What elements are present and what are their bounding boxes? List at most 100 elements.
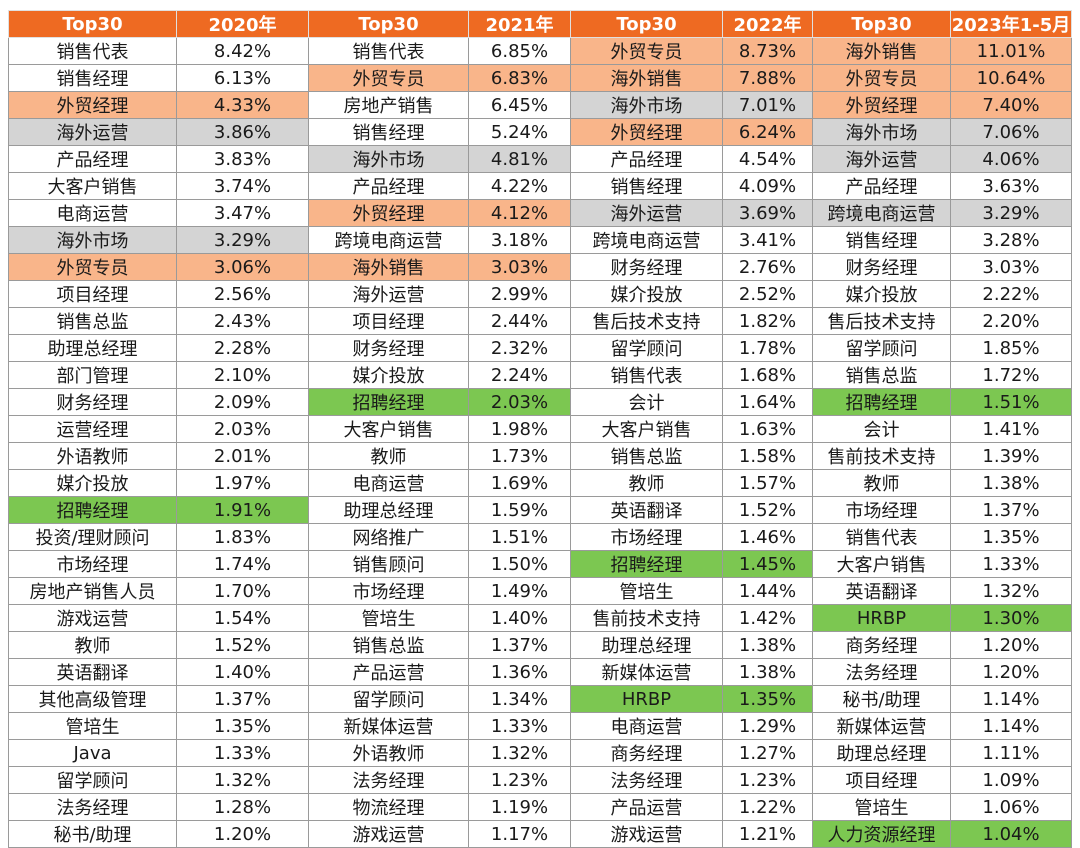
cell-position-2021: 海外市场	[308, 145, 469, 173]
cell-share-2020: 6.13%	[176, 64, 309, 92]
cell-share-2021: 1.19%	[468, 793, 571, 821]
cell-position-2021: 电商运营	[308, 469, 469, 497]
cell-share-2020: 1.35%	[176, 712, 309, 740]
cell-share-2020: 1.70%	[176, 577, 309, 605]
cell-share-2022: 1.21%	[722, 820, 813, 848]
cell-share-2021: 1.59%	[468, 496, 571, 524]
cell-position-2020: 招聘经理	[8, 496, 177, 524]
cell-position-2022: 招聘经理	[570, 550, 723, 578]
cell-position-2023: 海外运营	[812, 145, 951, 173]
cell-share-2022: 1.58%	[722, 442, 813, 470]
cell-share-2021: 2.99%	[468, 280, 571, 308]
cell-position-2020: 市场经理	[8, 550, 177, 578]
cell-position-2021: 游戏运营	[308, 820, 469, 848]
cell-position-2022: HRBP	[570, 685, 723, 713]
cell-share-2023: 3.28%	[950, 226, 1072, 254]
cell-position-2021: 海外运营	[308, 280, 469, 308]
cell-position-2020: 房地产销售人员	[8, 577, 177, 605]
cell-position-2021: 项目经理	[308, 307, 469, 335]
cell-position-2023: 项目经理	[812, 766, 951, 794]
cell-position-2020: 教师	[8, 631, 177, 659]
cell-share-2020: 8.42%	[176, 37, 309, 65]
cell-position-2023: 海外销售	[812, 37, 951, 65]
cell-position-2020: Java	[8, 739, 177, 767]
cell-position-2023: 法务经理	[812, 658, 951, 686]
cell-share-2023: 1.85%	[950, 334, 1072, 362]
cell-position-2020: 部门管理	[8, 361, 177, 389]
cell-position-2021: 市场经理	[308, 577, 469, 605]
cell-position-2022: 电商运营	[570, 712, 723, 740]
cell-share-2022: 1.45%	[722, 550, 813, 578]
cell-share-2022: 1.35%	[722, 685, 813, 713]
cell-share-2023: 1.33%	[950, 550, 1072, 578]
cell-share-2022: 8.73%	[722, 37, 813, 65]
table-row: 游戏运营 1.54% 管培生 1.40% 售前技术支持 1.42% HRBP 1.30%	[8, 604, 1072, 632]
cell-share-2022: 4.09%	[722, 172, 813, 200]
cell-position-2023: 助理总经理	[812, 739, 951, 767]
cell-position-2023: 市场经理	[812, 496, 951, 524]
cell-share-2021: 4.81%	[468, 145, 571, 173]
cell-position-2023: HRBP	[812, 604, 951, 632]
cell-share-2022: 1.22%	[722, 793, 813, 821]
cell-position-2021: 销售顾问	[308, 550, 469, 578]
cell-share-2022: 1.78%	[722, 334, 813, 362]
cell-position-2023: 商务经理	[812, 631, 951, 659]
cell-share-2021: 2.24%	[468, 361, 571, 389]
cell-share-2021: 1.73%	[468, 442, 571, 470]
cell-position-2022: 英语翻译	[570, 496, 723, 524]
cell-position-2022: 留学顾问	[570, 334, 723, 362]
cell-share-2021: 1.40%	[468, 604, 571, 632]
cell-share-2023: 1.20%	[950, 631, 1072, 659]
cell-position-2020: 媒介投放	[8, 469, 177, 497]
cell-position-2022: 外贸专员	[570, 37, 723, 65]
cell-share-2022: 1.57%	[722, 469, 813, 497]
header-top30-2021: Top30	[308, 10, 469, 38]
cell-share-2021: 1.23%	[468, 766, 571, 794]
cell-share-2023: 1.39%	[950, 442, 1072, 470]
cell-share-2022: 7.01%	[722, 91, 813, 119]
cell-position-2023: 管培生	[812, 793, 951, 821]
cell-share-2020: 1.37%	[176, 685, 309, 713]
cell-position-2021: 外语教师	[308, 739, 469, 767]
cell-position-2022: 跨境电商运营	[570, 226, 723, 254]
cell-share-2020: 1.20%	[176, 820, 309, 848]
table-row: 助理总经理 2.28% 财务经理 2.32% 留学顾问 1.78% 留学顾问 1.85%	[8, 334, 1072, 362]
cell-share-2020: 2.43%	[176, 307, 309, 335]
cell-share-2022: 1.64%	[722, 388, 813, 416]
table-row: 销售代表 8.42% 销售代表 6.85% 外贸专员 8.73% 海外销售 11.01%	[8, 37, 1072, 65]
cell-share-2023: 1.30%	[950, 604, 1072, 632]
cell-position-2023: 外贸经理	[812, 91, 951, 119]
cell-share-2022: 6.24%	[722, 118, 813, 146]
cell-share-2021: 1.32%	[468, 739, 571, 767]
cell-position-2020: 销售代表	[8, 37, 177, 65]
table-row: 英语翻译 1.40% 产品运营 1.36% 新媒体运营 1.38% 法务经理 1.20%	[8, 658, 1072, 686]
cell-share-2021: 1.50%	[468, 550, 571, 578]
cell-share-2023: 7.40%	[950, 91, 1072, 119]
header-row: Top30 2020年 Top30 2021年 Top30 2022年 Top3…	[8, 10, 1072, 38]
table-row: Java 1.33% 外语教师 1.32% 商务经理 1.27% 助理总经理 1.11%	[8, 739, 1072, 767]
cell-position-2022: 海外市场	[570, 91, 723, 119]
cell-share-2021: 6.45%	[468, 91, 571, 119]
cell-position-2021: 管培生	[308, 604, 469, 632]
cell-position-2022: 助理总经理	[570, 631, 723, 659]
cell-share-2020: 4.33%	[176, 91, 309, 119]
cell-share-2020: 3.74%	[176, 172, 309, 200]
cell-share-2023: 1.06%	[950, 793, 1072, 821]
table-row: 招聘经理 1.91% 助理总经理 1.59% 英语翻译 1.52% 市场经理 1.37%	[8, 496, 1072, 524]
cell-share-2023: 1.09%	[950, 766, 1072, 794]
cell-position-2022: 产品运营	[570, 793, 723, 821]
cell-share-2022: 1.38%	[722, 658, 813, 686]
cell-share-2020: 3.29%	[176, 226, 309, 254]
cell-share-2020: 1.52%	[176, 631, 309, 659]
cell-position-2020: 财务经理	[8, 388, 177, 416]
table-row: 海外市场 3.29% 跨境电商运营 3.18% 跨境电商运营 3.41% 销售经理 3.28%	[8, 226, 1072, 254]
cell-position-2023: 售前技术支持	[812, 442, 951, 470]
cell-share-2023: 1.04%	[950, 820, 1072, 848]
cell-position-2022: 海外销售	[570, 64, 723, 92]
cell-position-2020: 外语教师	[8, 442, 177, 470]
cell-share-2021: 2.32%	[468, 334, 571, 362]
table-row: 房地产销售人员 1.70% 市场经理 1.49% 管培生 1.44% 英语翻译 1.32%	[8, 577, 1072, 605]
cell-share-2023: 10.64%	[950, 64, 1072, 92]
table-row: 外语教师 2.01% 教师 1.73% 销售总监 1.58% 售前技术支持 1.39%	[8, 442, 1072, 470]
cell-position-2023: 媒介投放	[812, 280, 951, 308]
